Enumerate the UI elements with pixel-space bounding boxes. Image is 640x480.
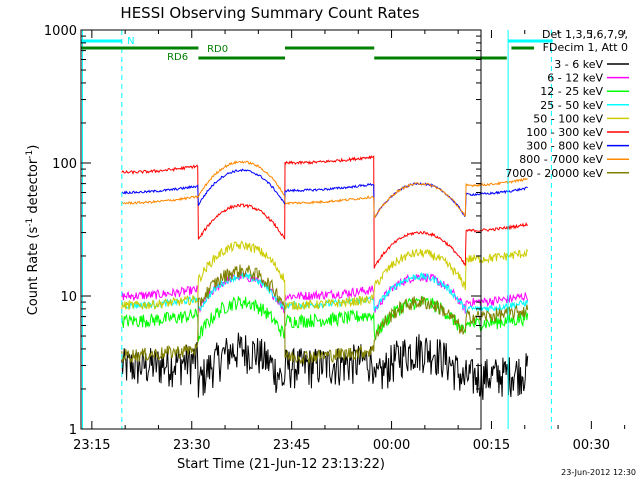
series-line xyxy=(121,240,529,311)
series-line xyxy=(121,264,529,365)
series-line xyxy=(121,155,529,269)
legend-entry-label: 6 - 12 keV xyxy=(547,72,603,85)
y-axis-label: Count Rate (s-1 detector-1) xyxy=(25,145,41,316)
y-tick-label: 100 xyxy=(52,157,77,172)
legend-header: FDecim 1, Att 0 xyxy=(543,41,628,54)
legend-entry-label: 25 - 50 keV xyxy=(540,99,603,112)
series-line xyxy=(121,271,529,314)
legend-entry-label: 12 - 25 keV xyxy=(540,85,603,98)
legend-entry-label: 3 - 6 keV xyxy=(554,58,603,71)
annotation-label: N xyxy=(127,36,134,47)
y-tick-label: 1 xyxy=(69,423,77,438)
annotation-label: RD6 xyxy=(167,52,188,63)
series-line xyxy=(121,168,528,218)
legend-entry-label: 100 - 300 keV xyxy=(526,126,603,139)
x-tick-label: 00:15 xyxy=(473,438,510,453)
annotation-group: N RD0 RD6 xyxy=(81,30,553,429)
legend-entry-label: 800 - 7000 keV xyxy=(519,153,603,166)
chart-title: HESSI Observing Summary Count Rates xyxy=(120,4,419,22)
x-tick-label: 00:00 xyxy=(373,438,410,453)
plot-lines xyxy=(121,155,529,401)
x-tick-label: 23:15 xyxy=(73,438,110,453)
series-line xyxy=(121,294,529,342)
x-axis-label: Start Time (21-Jun-12 23:13:22) xyxy=(177,457,385,472)
x-tick-label: 00:30 xyxy=(573,438,610,453)
series-line xyxy=(121,160,528,219)
legend: Det 1,3,5,6,7,9,FDecim 1, Att 0 3 - 6 keV… xyxy=(505,28,629,180)
footer-date: 23-Jun-2012 12:30 xyxy=(561,468,636,477)
legend-entry-label: 50 - 100 keV xyxy=(533,112,603,125)
legend-entry-label: 300 - 800 keV xyxy=(526,140,603,153)
x-tick-label: 23:45 xyxy=(273,438,310,453)
series-line xyxy=(121,332,529,401)
plot-frame xyxy=(80,29,482,430)
annotation-label: RD0 xyxy=(207,44,228,55)
series-line xyxy=(121,271,529,314)
legend-entry-label: 7000 - 20000 keV xyxy=(505,167,603,180)
axis-ticks: 23:1523:3023:4500:0000:1500:3000:4511010… xyxy=(44,24,626,453)
y-tick-label: 1000 xyxy=(44,24,77,39)
x-tick-label: 23:30 xyxy=(173,438,210,453)
y-tick-label: 10 xyxy=(60,290,77,305)
legend-header: Det 1,3,5,6,7,9, xyxy=(542,28,628,41)
